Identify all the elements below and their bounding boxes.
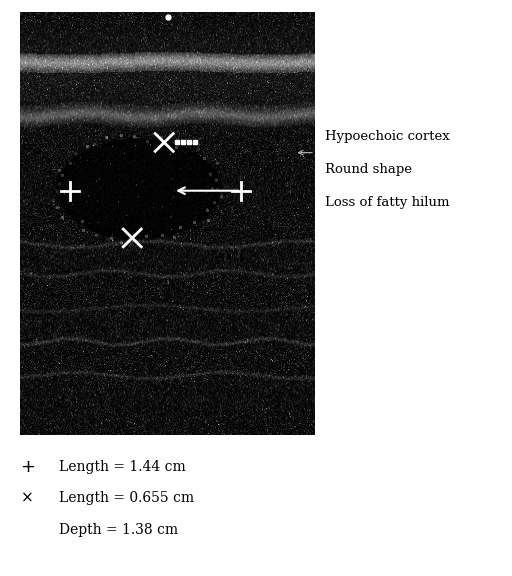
Text: Depth = 1.38 cm: Depth = 1.38 cm [59, 523, 178, 537]
Text: Round shape: Round shape [325, 163, 412, 176]
Text: +: + [20, 457, 35, 476]
Text: Length = 1.44 cm: Length = 1.44 cm [59, 460, 186, 473]
Text: Loss of fatty hilum: Loss of fatty hilum [325, 196, 450, 210]
Text: ×: × [20, 491, 33, 506]
Text: Length = 0.655 cm: Length = 0.655 cm [59, 491, 194, 505]
Text: Hypoechoic cortex: Hypoechoic cortex [325, 130, 450, 143]
